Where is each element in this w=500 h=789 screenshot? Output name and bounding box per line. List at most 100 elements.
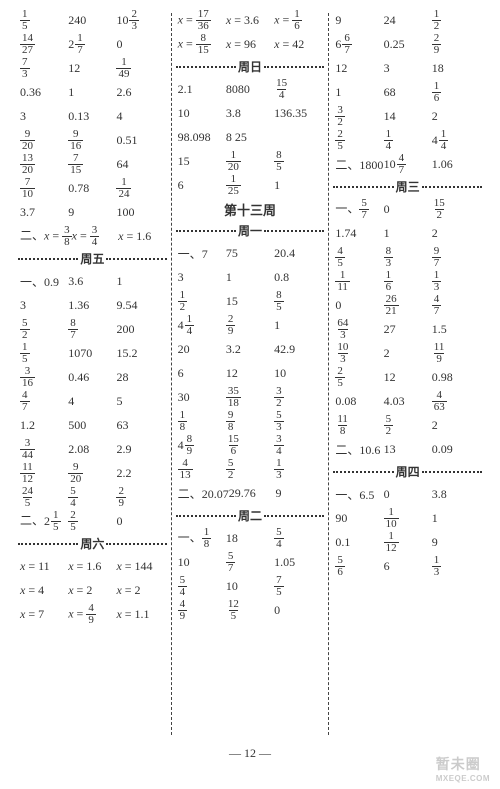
answer-cell: 10 [274, 366, 322, 381]
answer-cell: 1112 [20, 462, 68, 485]
answer-cell: 1.05 [274, 555, 322, 570]
answer-row: 9209160.51 [18, 128, 167, 152]
answer-row: 1.7412 [333, 221, 482, 245]
answer-cell: 一、0.9 [20, 273, 68, 290]
answer-row: 16816 [333, 80, 482, 104]
answer-cell: 2 [432, 226, 480, 241]
answer-cell: 28 [116, 370, 164, 385]
answer-cell: 414 [432, 129, 480, 152]
answer-cell: 667 [335, 33, 383, 56]
answer-cell: 643 [335, 318, 383, 341]
answer-row: 61210 [176, 361, 325, 385]
answer-cell: 125 [226, 174, 274, 197]
answer-row: x = 1736x = 3.6x = 16 [176, 8, 325, 32]
section-label: 一、 [335, 201, 359, 215]
section-label: 一、 [178, 530, 202, 544]
answer-cell: 9 [335, 13, 383, 28]
answer-cell: 13 [432, 270, 480, 293]
answer-cell: x = 1.6 [118, 229, 165, 244]
answer-cell: x = 1736 [178, 9, 226, 32]
answer-cell: 1 [384, 226, 432, 241]
answer-cell: 12 [335, 61, 383, 76]
answer-cell: 156 [226, 434, 274, 457]
answer-cell: 52 [384, 414, 432, 437]
answer-row: 103.8136.35 [176, 101, 325, 125]
answer-cell: 500 [68, 418, 116, 433]
section-heading: 周二 [176, 507, 325, 524]
answer-cell: 42.9 [274, 342, 322, 357]
answer-row: 一、77520.4 [176, 241, 325, 265]
answer-row: 10571.05 [176, 550, 325, 574]
answer-cell: 二、x = 38 [20, 225, 72, 248]
heading-text: 周三 [394, 178, 422, 195]
answer-cell: 29 [226, 314, 274, 337]
answer-cell: 13 [274, 458, 322, 481]
answer-cell: 920 [20, 129, 68, 152]
answer-cell: 0.46 [68, 370, 116, 385]
answer-cell: x = 1.6 [68, 559, 116, 574]
column-1: 1524010231427217073121490.3612.630.13492… [14, 8, 171, 740]
answer-cell: 119 [432, 342, 480, 365]
answer-cell: 29 [432, 33, 480, 56]
answer-row: 一、570152 [333, 197, 482, 221]
answer-cell: 20.4 [274, 246, 322, 261]
answer-cell: 6 [178, 178, 226, 193]
answer-cell: 12 [178, 290, 226, 313]
answer-cell: 3.7 [20, 205, 68, 220]
answer-cell: 12 [226, 366, 274, 381]
answer-cell: 14 [384, 109, 432, 124]
answer-cell: 56 [335, 555, 383, 578]
answer-cell: 一、7 [178, 245, 226, 262]
answer-cell: 98.098 [178, 130, 226, 145]
answer-row: 541075 [176, 574, 325, 598]
answer-row: 56613 [333, 554, 482, 578]
answer-cell: 100 [116, 205, 164, 220]
answer-row: x = 4x = 2x = 2 [18, 578, 167, 602]
answer-row: 2.18080154 [176, 77, 325, 101]
answer-cell: 124 [116, 177, 164, 200]
answer-cell: 98 [226, 410, 274, 433]
answer-row: 二、20.0729.769 [176, 481, 325, 505]
answer-cell: x = 42 [274, 37, 322, 52]
answer-cell: 1 [335, 85, 383, 100]
answer-row: 152401023 [18, 8, 167, 32]
answer-cell: 1.2 [20, 418, 68, 433]
answer-cell: 29.76 [229, 486, 276, 501]
answer-row: 7100.78124 [18, 176, 167, 200]
answer-cell: 10 [178, 555, 226, 570]
answer-cell: 0.8 [274, 270, 322, 285]
heading-text: 周一 [236, 222, 264, 239]
answer-cell: 9 [68, 205, 116, 220]
page-root: 1524010231427217073121490.3612.630.13492… [0, 0, 500, 740]
answer-cell: 0 [384, 202, 432, 217]
answer-cell: 0.78 [68, 181, 116, 196]
answer-row: 491250 [176, 598, 325, 622]
answer-cell: 83 [384, 246, 432, 269]
answer-cell: 49 [178, 599, 226, 622]
answer-cell: 0.1 [335, 535, 383, 550]
heading-text: 周日 [236, 58, 264, 75]
answer-cell: 10 [226, 579, 274, 594]
answer-cell: x = 815 [178, 33, 226, 56]
answer-cell: 85 [274, 290, 322, 313]
answer-cell: 87 [68, 318, 116, 341]
answer-cell: 920 [68, 462, 116, 485]
answer-cell: 一、6.5 [335, 486, 383, 503]
answer-cell: 75 [226, 246, 274, 261]
answer-cell: 710 [20, 177, 68, 200]
answer-row: 15107015.2 [18, 341, 167, 365]
answer-cell: 3 [20, 109, 68, 124]
answer-row: 0.084.03463 [333, 389, 482, 413]
answer-row: 30351832 [176, 385, 325, 409]
column-3: 924126670.25291231816816321422514414二、18… [329, 8, 486, 740]
answer-cell: 2 [432, 418, 480, 433]
answer-row: 0262147 [333, 293, 482, 317]
answer-cell: 15 [20, 342, 68, 365]
answer-cell: 6 [178, 366, 226, 381]
answer-row: 14272170 [18, 32, 167, 56]
answer-cell: 9.54 [116, 298, 164, 313]
answer-cell: 463 [432, 390, 480, 413]
answer-cell: 25 [68, 510, 116, 533]
answer-cell: 240 [68, 13, 116, 28]
answer-row: 0.11129 [333, 530, 482, 554]
